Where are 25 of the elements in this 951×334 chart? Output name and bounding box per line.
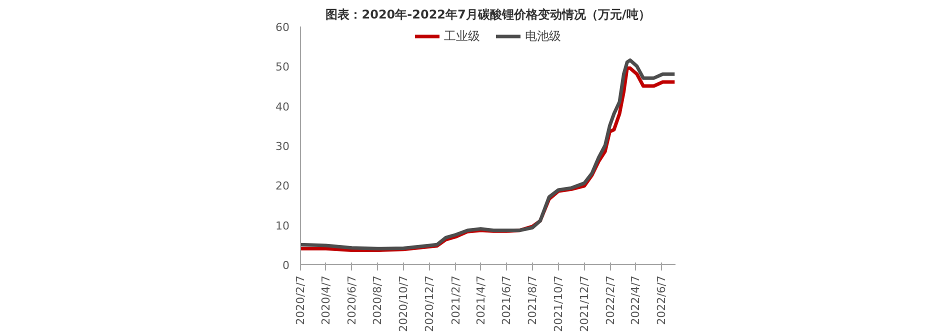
x-tick-label: 2020/6/7 xyxy=(345,275,358,325)
y-tick-label: 60 xyxy=(276,21,290,34)
y-tick-label: 10 xyxy=(276,219,290,232)
x-tick-label: 2022/6/7 xyxy=(655,275,668,325)
legend-label: 工业级 xyxy=(444,28,480,44)
y-tick-label: 20 xyxy=(276,180,290,193)
x-tick-label: 2020/10/7 xyxy=(397,275,410,332)
y-tick-label: 50 xyxy=(276,60,290,74)
x-tick-label: 2021/4/7 xyxy=(474,275,488,325)
x-tick-label: 2021/12/7 xyxy=(578,275,591,332)
x-tick-label: 2020/12/7 xyxy=(422,275,436,332)
x-tick-label: 2021/2/7 xyxy=(449,275,462,325)
x-tick-label: 2020/8/7 xyxy=(371,275,384,325)
x-tick-label: 2021/6/7 xyxy=(500,275,514,325)
y-tick-label: 0 xyxy=(282,259,290,272)
x-tick-label: 2020/4/7 xyxy=(319,275,332,325)
y-tick-label: 40 xyxy=(276,100,290,114)
chart-title: 图表：2020年-2022年7月碳酸锂价格变动情况（万元/吨） xyxy=(326,8,650,22)
x-tick-label: 2022/4/7 xyxy=(629,275,642,325)
x-tick-label: 2021/8/7 xyxy=(526,275,540,325)
legend-label: 电池级 xyxy=(525,28,561,44)
x-tick-label: 2021/10/7 xyxy=(552,275,565,332)
x-tick-label: 2022/2/7 xyxy=(604,275,618,325)
y-tick-label: 30 xyxy=(276,140,290,153)
x-tick-label: 2020/2/7 xyxy=(294,275,307,325)
